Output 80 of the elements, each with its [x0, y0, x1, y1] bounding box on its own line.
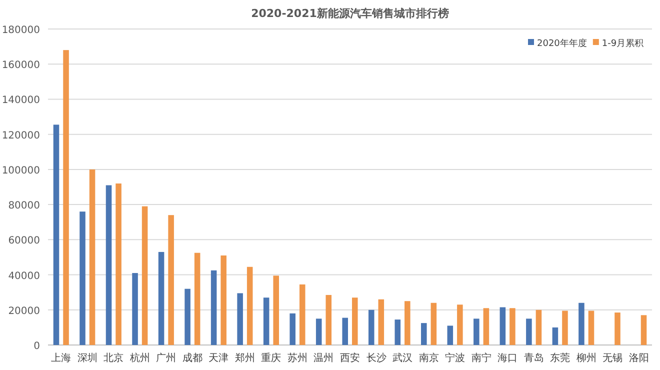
- bar: [526, 318, 532, 345]
- x-tick-label: 海口: [498, 352, 518, 364]
- y-tick-label: 0: [34, 341, 40, 352]
- x-tick-label: 洛阳: [628, 352, 649, 364]
- x-tick-label: 苏州: [287, 352, 308, 364]
- bar: [53, 124, 60, 345]
- bar: [142, 206, 148, 345]
- bar: [536, 310, 542, 345]
- bar: [184, 288, 190, 345]
- legend-label: 1-9月累积: [602, 38, 644, 49]
- bar: [430, 302, 437, 345]
- bar: [474, 318, 480, 345]
- bar: [273, 276, 279, 345]
- x-tick-label: 柳州: [576, 352, 596, 364]
- x-tick-label: 温州: [314, 352, 334, 364]
- bar: [246, 266, 253, 345]
- x-tick-label: 南京: [418, 352, 439, 364]
- y-tick-label: 100000: [2, 165, 40, 176]
- chart-title: 2020-2021新能源汽车销售城市排行榜: [251, 7, 449, 20]
- x-tick-label: 东莞: [550, 352, 570, 364]
- bar: [210, 270, 217, 345]
- bar: [299, 284, 306, 345]
- bar: [614, 312, 620, 345]
- bar: [89, 169, 96, 345]
- y-tick-label: 80000: [8, 200, 40, 212]
- bar: [342, 318, 348, 345]
- bar: [394, 320, 401, 345]
- y-tick-label: 180000: [2, 25, 40, 36]
- x-tick-label: 宁波: [445, 352, 466, 364]
- bar: [220, 255, 226, 345]
- x-tick-label: 无锡: [602, 353, 623, 364]
- y-tick-label: 120000: [2, 130, 40, 142]
- y-tick-label: 40000: [8, 270, 40, 282]
- bar: [290, 313, 296, 345]
- x-tick-label: 西安: [340, 352, 360, 364]
- y-tick-label: 140000: [2, 95, 40, 106]
- x-tick-label: 青岛: [524, 352, 544, 364]
- bar: [132, 273, 138, 345]
- bar: [116, 183, 122, 345]
- bar: [457, 304, 463, 345]
- bar: [404, 301, 410, 345]
- x-tick-label: 天津: [208, 352, 229, 364]
- bar: [352, 298, 358, 345]
- bar: [552, 327, 558, 345]
- bar: [578, 302, 584, 345]
- x-tick-label: 上海: [51, 352, 72, 364]
- x-tick-label: 成都: [182, 352, 202, 364]
- y-tick-label: 20000: [8, 306, 40, 317]
- x-tick-label: 南宁: [471, 352, 492, 364]
- bar: [421, 323, 427, 345]
- bar: [263, 298, 270, 345]
- bar: [368, 310, 374, 345]
- bar: [106, 185, 112, 345]
- y-tick-label: 60000: [8, 236, 40, 247]
- bar: [194, 252, 200, 345]
- x-tick-label: 郑州: [234, 352, 255, 364]
- bar: [562, 310, 568, 345]
- bar: [326, 294, 332, 345]
- y-tick-label: 160000: [2, 60, 40, 72]
- bar: [237, 293, 243, 345]
- bar: [80, 212, 86, 345]
- bar: [640, 315, 647, 345]
- x-tick-label: 广州: [156, 352, 176, 364]
- x-tick-label: 武汉: [392, 352, 413, 364]
- bar: [447, 326, 454, 345]
- bar: [483, 308, 490, 345]
- bar: [316, 318, 322, 345]
- x-tick-label: 深圳: [77, 352, 98, 364]
- bar: [500, 307, 506, 345]
- x-tick-label: 重庆: [261, 352, 282, 364]
- x-tick-label: 北京: [104, 352, 124, 364]
- bar: [168, 215, 174, 345]
- x-tick-label: 长沙: [366, 352, 386, 364]
- bar: [63, 50, 69, 345]
- bar: [158, 252, 164, 345]
- bar: [510, 308, 516, 345]
- bar: [588, 310, 594, 345]
- x-tick-label: 杭州: [128, 352, 150, 364]
- legend-label: 2020年年度: [537, 38, 587, 49]
- bar: [378, 299, 384, 345]
